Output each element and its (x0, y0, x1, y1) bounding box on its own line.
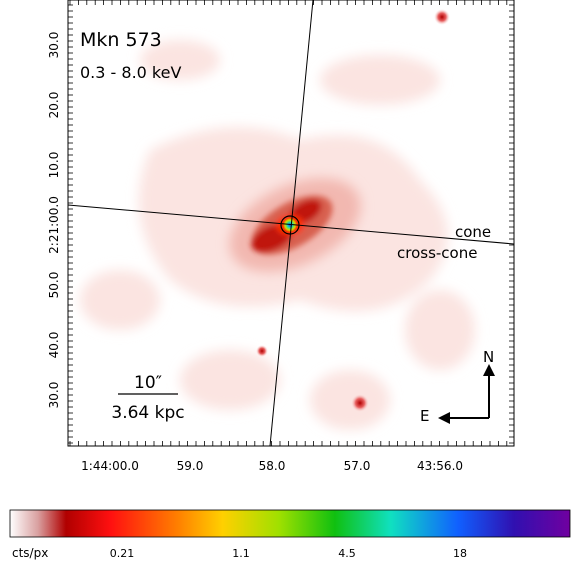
y-tick-label: 30.0 (47, 382, 61, 409)
frame-ticks (68, 0, 514, 446)
y-tick-label: 20.0 (47, 92, 61, 119)
y-tick-label: 10.0 (47, 152, 61, 179)
cone-label: cone (455, 223, 491, 241)
compass (438, 364, 495, 424)
frame (67, 0, 515, 447)
cross-cone-label: cross-cone (397, 244, 477, 262)
colorbar-tick-label: 0.21 (110, 547, 135, 560)
object-label: Mkn 573 (80, 29, 162, 51)
y-tick-label: 30.0 (47, 32, 61, 59)
x-tick-label: 59.0 (177, 459, 204, 473)
scale-length: 3.64 kpc (111, 403, 184, 423)
scale-angle: 10″ (134, 373, 162, 393)
y-tick-label: 2:21:00.0 (47, 196, 61, 254)
x-tick-label: 57.0 (344, 459, 371, 473)
colorbar (9, 509, 571, 538)
north-label: N (483, 348, 494, 366)
y-tick-label: 40.0 (47, 332, 61, 359)
colorbar-tick-label: 18 (453, 547, 467, 560)
x-tick-label: 58.0 (259, 459, 286, 473)
band-label: 0.3 - 8.0 keV (80, 63, 181, 82)
colorbar-tick-label: 4.5 (338, 547, 356, 560)
x-tick-label: 1:44:00.0 (81, 459, 139, 473)
colorbar-tick-label: 1.1 (232, 547, 250, 560)
xray-image (68, 0, 514, 446)
east-label: E (420, 407, 429, 425)
y-tick-label: 50.0 (47, 272, 61, 299)
colorbar-unit: cts/px (12, 546, 48, 560)
x-tick-label: 43:56.0 (417, 459, 463, 473)
